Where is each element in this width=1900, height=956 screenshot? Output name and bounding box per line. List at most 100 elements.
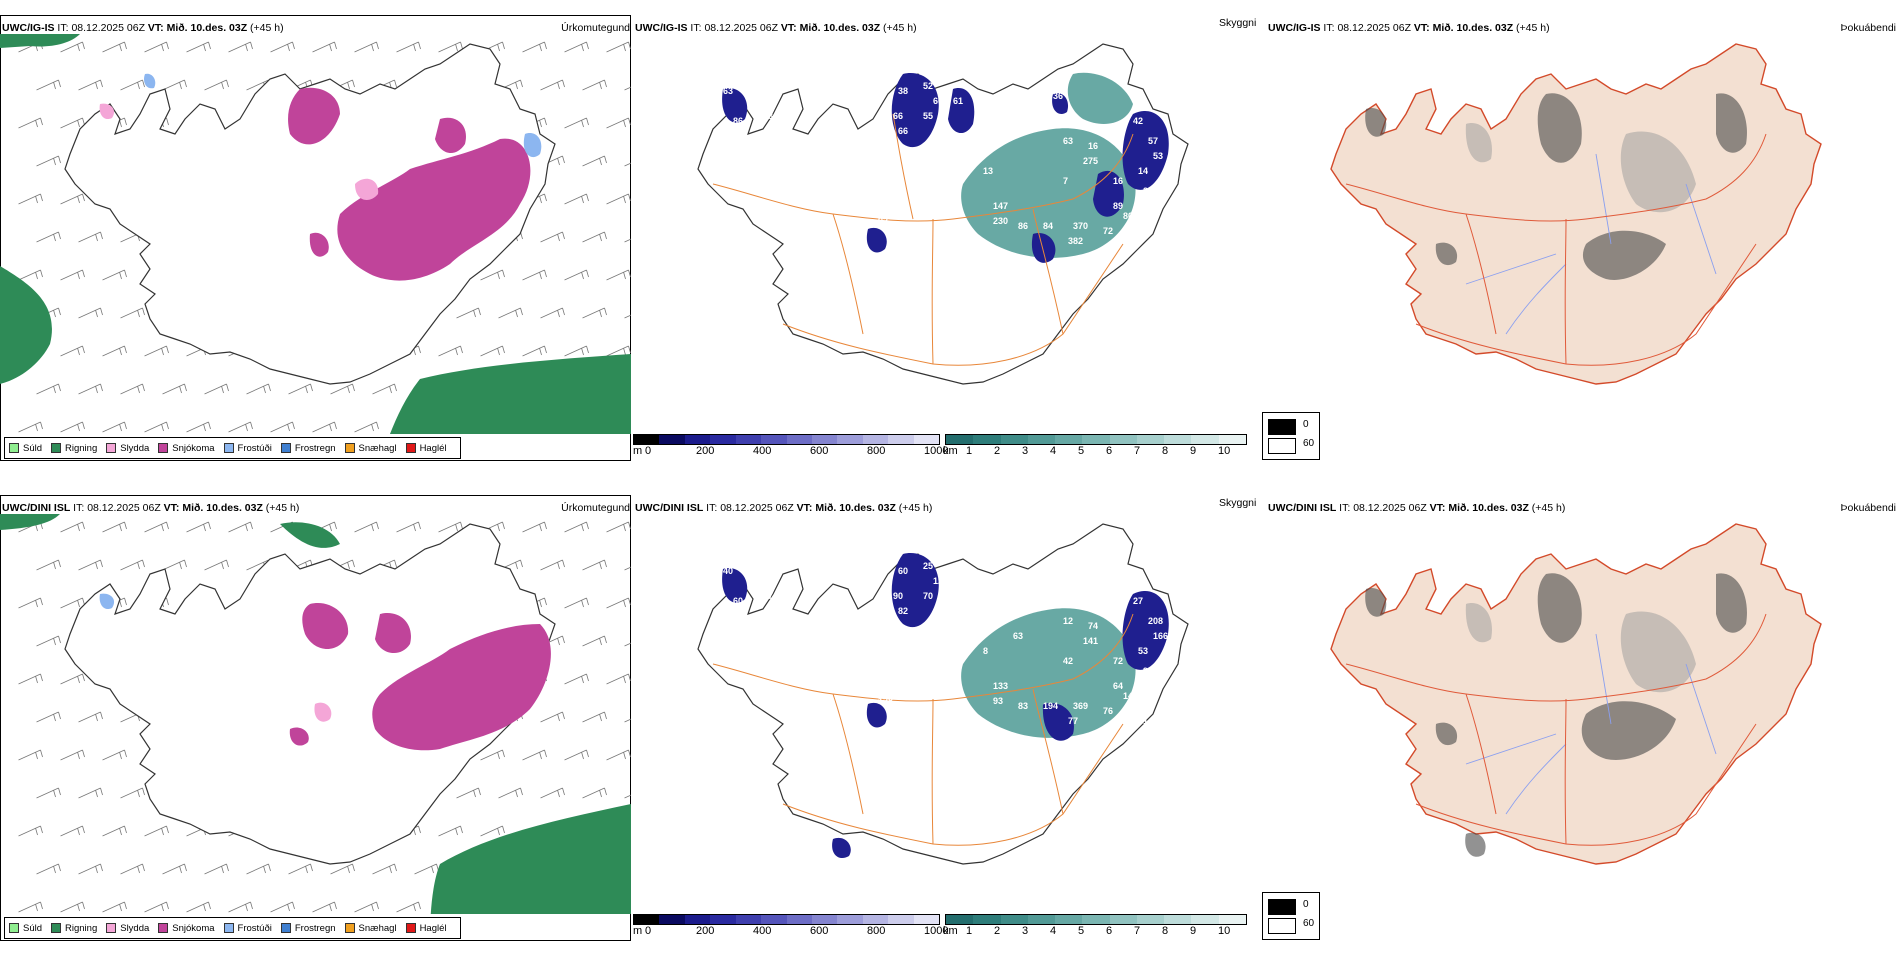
iceland-outline	[64, 523, 556, 865]
visibility-tick-label: 7	[1134, 925, 1141, 937]
colorbar-segment	[1109, 435, 1137, 444]
fog-panel-row2: Skyggni UWC/DINI ISL IT: 08.12.2025 06Z …	[1219, 480, 1899, 956]
wind-barb	[564, 117, 589, 129]
fog-legend-white-value: 60	[1303, 438, 1315, 449]
wind-barb	[564, 673, 589, 685]
colorbar-segment	[862, 435, 889, 444]
fog-legend-black-value: 0	[1303, 419, 1309, 430]
ceiling-value: 8	[983, 646, 988, 656]
fog-legend-black-swatch	[1268, 419, 1296, 435]
colorbar-segment	[862, 915, 889, 924]
vt-value: Mið. 10.des. 03Z	[799, 22, 881, 34]
ceiling-value: 166	[1153, 631, 1168, 641]
wind-barb	[36, 155, 61, 167]
legend-swatch	[51, 443, 62, 453]
fog-legend-white-swatch	[1268, 438, 1296, 454]
legend-swatch	[9, 923, 19, 933]
visibility-tick-label: 5	[1078, 445, 1085, 457]
panel-header: UWC/DINI ISL IT: 08.12.2025 06Z VT: Mið.…	[1268, 502, 1565, 514]
wind-barb	[288, 383, 313, 395]
colorbar-segment	[659, 915, 685, 924]
colorbar-segment	[1218, 435, 1246, 444]
ceiling-value: 98	[933, 131, 943, 141]
ceiling-tick-label: 600	[810, 925, 829, 937]
wind-barb	[540, 231, 565, 243]
colorbar-segment	[786, 435, 812, 444]
visibility-tick-label: 9	[1190, 925, 1197, 937]
colorbar-segment	[684, 915, 711, 924]
legend-label: Frostúði	[237, 922, 272, 934]
wind-barb	[354, 421, 379, 433]
wind-barb	[582, 559, 607, 571]
legend-swatch	[106, 923, 117, 933]
ceiling-value: 42	[1063, 656, 1073, 666]
ceiling-tick-label: 0	[645, 925, 652, 937]
legend-label: Haglél	[419, 922, 447, 934]
wind-barb	[60, 673, 85, 685]
wind-barb	[204, 559, 229, 571]
visibility-tick-label: 1	[966, 925, 973, 937]
iceland-outline	[64, 43, 556, 385]
lead-time: (+45 h)	[883, 22, 917, 34]
ceiling-value: 26	[1053, 571, 1063, 581]
ceiling-value: 76	[1103, 706, 1113, 716]
wind-barb	[144, 421, 169, 433]
visibility-colorbar	[945, 434, 1247, 445]
wind-barb	[582, 155, 607, 167]
wind-barb	[606, 41, 631, 53]
colorbar-segment	[946, 915, 974, 924]
legend-item: Súld	[9, 443, 42, 454]
wind-barb	[36, 787, 61, 799]
colorbar-segment	[634, 435, 660, 444]
wind-barb	[18, 421, 43, 433]
colorbar-segment	[1000, 915, 1028, 924]
ceiling-tick-label: 1000	[924, 445, 949, 457]
ceiling-value: 77	[1068, 716, 1078, 726]
legend-swatch	[344, 443, 355, 453]
colorbar-segment	[811, 915, 838, 924]
legend-swatch	[280, 923, 291, 933]
colorbar-segment	[1055, 915, 1083, 924]
ceiling-value: 147	[993, 201, 1008, 211]
panel-header: UWC/DINI ISL IT: 08.12.2025 06Z VT: Mið.…	[2, 502, 299, 514]
it-label: IT:	[73, 502, 85, 514]
legend-label: Snæhagl	[358, 922, 397, 934]
wind-barb	[60, 193, 85, 205]
wind-barb	[144, 825, 169, 837]
green-rain-area	[0, 514, 631, 914]
ceiling-value: 83	[1018, 701, 1028, 711]
wind-barb	[120, 383, 145, 395]
visibility-unit: km	[943, 925, 958, 937]
lead-time: (+45 h)	[265, 502, 300, 514]
wind-barb	[60, 421, 85, 433]
ceiling-value: 89	[1113, 201, 1123, 211]
ceiling-value: 7	[1063, 176, 1068, 186]
vt-label: VT:	[1413, 22, 1430, 34]
vt-label: VT:	[796, 502, 813, 514]
iceland-outline	[1330, 523, 1822, 865]
legend-item: Haglél	[405, 443, 447, 454]
wind-barb	[582, 787, 607, 799]
wind-barb	[582, 307, 607, 319]
visibility-tick-label: 2	[994, 445, 1001, 457]
ceiling-tick-label: 400	[753, 445, 772, 457]
wind-barb	[456, 307, 481, 319]
ceiling-value: 14	[1138, 166, 1148, 176]
wind-barb	[18, 269, 43, 281]
wind-barb	[522, 749, 547, 761]
legend-label: Snjókoma	[172, 922, 215, 934]
wind-barb	[372, 383, 397, 395]
ceiling-value: 36	[1053, 91, 1063, 101]
panel-title: Þokuábendi	[1840, 502, 1896, 514]
lead-time: (+45 h)	[1531, 502, 1566, 514]
wind-barb	[606, 673, 631, 685]
wind-barb	[498, 787, 523, 799]
precip-panel-row2: UWC/DINI ISL IT: 08.12.2025 06Z VT: Mið.…	[0, 480, 633, 956]
ceiling-value: 90	[893, 591, 903, 601]
wind-barb	[480, 749, 505, 761]
legend-swatch	[280, 443, 291, 453]
ceiling-value: 23	[763, 111, 773, 121]
visibility-tick-label: 8	[1162, 925, 1169, 937]
wind-barb	[102, 421, 127, 433]
ceiling-value: 63	[723, 86, 733, 96]
